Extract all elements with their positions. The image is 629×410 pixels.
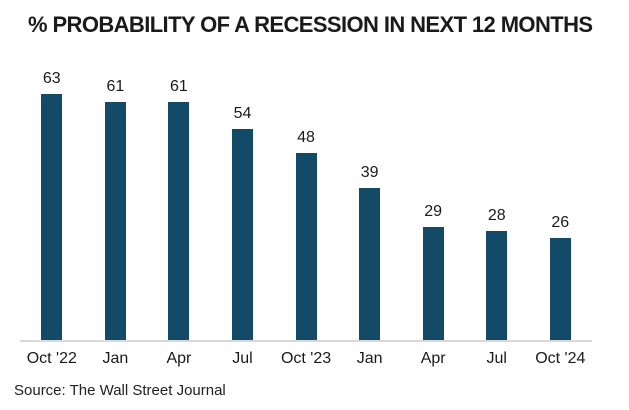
plot-area: 63 61 61 54 48 39 29 28 26 xyxy=(20,68,592,342)
bar-value-label: 26 xyxy=(551,214,570,231)
bar xyxy=(104,102,126,340)
x-axis-labels: Oct '22 Jan Apr Jul Oct '23 Jan Apr Jul Oct '24 xyxy=(20,351,592,367)
bar-column: 63 xyxy=(20,68,84,340)
source-attribution: Source: The Wall Street Journal xyxy=(14,382,226,399)
bar-column: 26 xyxy=(529,68,593,340)
bar-value-label: 28 xyxy=(487,207,506,224)
bar xyxy=(422,227,444,340)
x-axis-tick-label: Oct '22 xyxy=(26,350,77,367)
bar xyxy=(359,188,381,340)
bar-value-label: 63 xyxy=(42,70,61,87)
bar-column: 61 xyxy=(147,68,211,340)
bar-column: 48 xyxy=(274,68,338,340)
bar xyxy=(486,231,508,340)
bar-value-label: 39 xyxy=(360,164,379,181)
bar-value-label: 29 xyxy=(424,203,443,220)
bar-column: 28 xyxy=(465,68,529,340)
bar xyxy=(41,94,63,340)
x-axis-tick-label: Jan xyxy=(356,350,383,367)
bar-value-label: 61 xyxy=(170,78,188,95)
bar xyxy=(295,153,317,340)
x-axis-tick-label: Jan xyxy=(102,350,129,367)
bar-value-label: 61 xyxy=(106,78,125,95)
x-axis-tick-label: Apr xyxy=(420,350,446,367)
bar xyxy=(549,238,571,340)
bar-value-label: 54 xyxy=(233,105,252,122)
bar-value-label: 48 xyxy=(297,129,315,146)
bar xyxy=(231,129,253,340)
bar-column: 39 xyxy=(338,68,402,340)
x-axis-tick-label: Oct '23 xyxy=(280,350,332,367)
chart-title: % PROBABILITY OF A RECESSION IN NEXT 12 … xyxy=(28,12,593,37)
x-axis-tick-label: Apr xyxy=(166,350,192,367)
bar xyxy=(168,102,190,340)
x-axis-tick-label: Jul xyxy=(486,350,507,367)
bar-column: 61 xyxy=(84,68,148,340)
x-axis-tick-label: Oct '24 xyxy=(535,350,586,367)
bar-column: 54 xyxy=(211,68,275,340)
bar-column: 29 xyxy=(401,68,465,340)
x-axis-tick-label: Jul xyxy=(232,350,253,367)
